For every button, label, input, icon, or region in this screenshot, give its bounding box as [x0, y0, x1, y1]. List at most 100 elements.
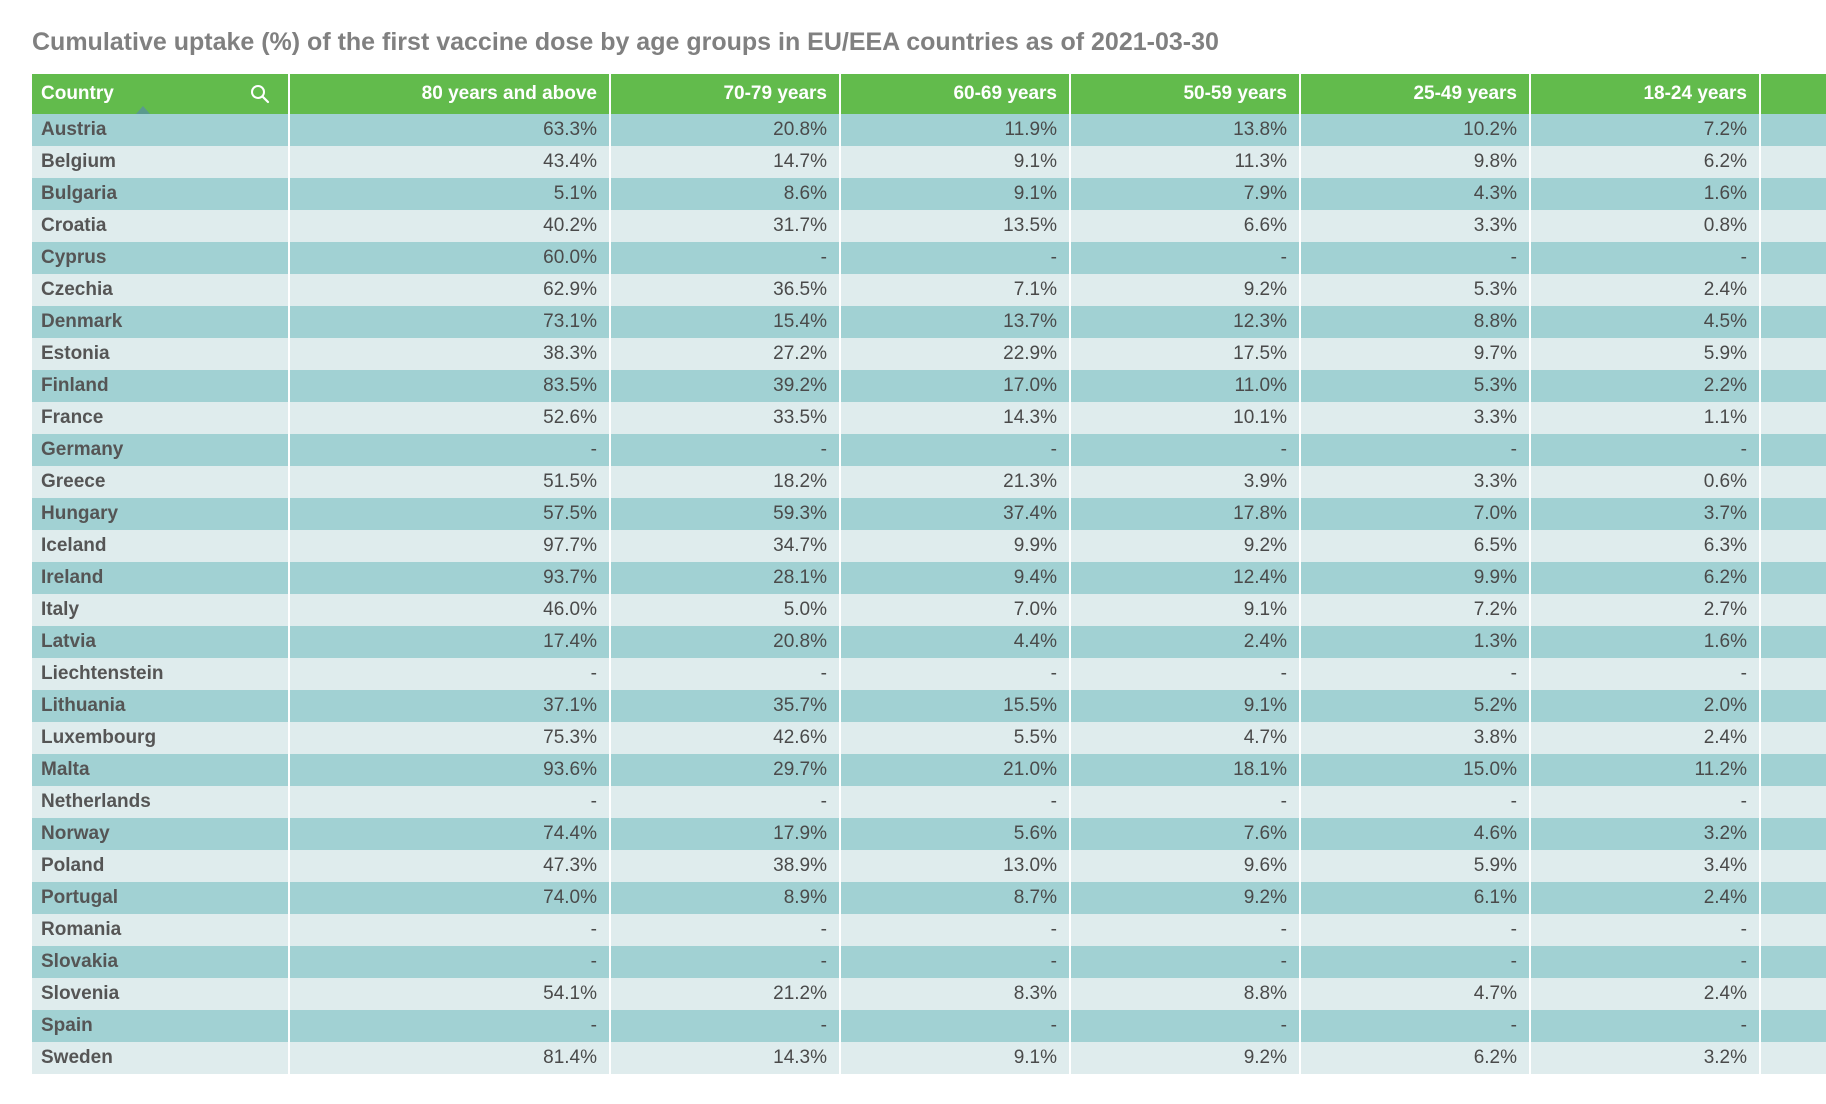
value-cell: 20.8%	[610, 114, 841, 146]
value-cell: 5.5%	[840, 722, 1071, 754]
value-cell: 7.6%	[1070, 818, 1301, 850]
value-cell: 13.5%	[840, 210, 1071, 242]
value-cell: 9.9%	[840, 530, 1071, 562]
column-header-25-49[interactable]: 25-49 years	[1300, 74, 1531, 114]
value-cell: 35.7%	[610, 690, 841, 722]
column-header-country[interactable]: Country	[32, 74, 290, 114]
value-cell: -	[1530, 946, 1761, 978]
value-cell: -	[289, 786, 611, 818]
value-cell: 4.4%	[840, 626, 1071, 658]
country-cell: Liechtenstein	[32, 658, 290, 690]
truncated-cell	[1760, 210, 1826, 242]
value-cell: 7.2%	[1300, 594, 1531, 626]
truncated-cell	[1760, 754, 1826, 786]
value-cell: 43.4%	[289, 146, 611, 178]
country-cell: Germany	[32, 434, 290, 466]
truncated-cell	[1760, 626, 1826, 658]
value-cell: 7.0%	[840, 594, 1071, 626]
data-table-container: Country 80 years and above 70-79 years 6…	[32, 74, 1826, 1074]
column-header-18-24[interactable]: 18-24 years	[1530, 74, 1761, 114]
value-cell: 11.0%	[1070, 370, 1301, 402]
value-cell: 8.9%	[610, 882, 841, 914]
column-header-50-59[interactable]: 50-59 years	[1070, 74, 1301, 114]
value-cell: 37.1%	[289, 690, 611, 722]
value-cell: 6.5%	[1300, 530, 1531, 562]
country-cell: Norway	[32, 818, 290, 850]
truncated-cell	[1760, 146, 1826, 178]
value-cell: 5.2%	[1300, 690, 1531, 722]
table-row: Estonia 38.3% 27.2% 22.9% 17.5% 9.7% 5.9%	[32, 338, 1826, 370]
table-row: Spain - - - - - -	[32, 1010, 1826, 1042]
column-header-truncated[interactable]	[1760, 74, 1826, 114]
value-cell: 13.8%	[1070, 114, 1301, 146]
value-cell: 37.4%	[840, 498, 1071, 530]
value-cell: 74.4%	[289, 818, 611, 850]
truncated-cell	[1760, 338, 1826, 370]
value-cell: 17.8%	[1070, 498, 1301, 530]
country-cell: Iceland	[32, 530, 290, 562]
column-header-80-plus[interactable]: 80 years and above	[289, 74, 611, 114]
column-header-60-69[interactable]: 60-69 years	[840, 74, 1071, 114]
value-cell: 9.8%	[1300, 146, 1531, 178]
country-cell: Estonia	[32, 338, 290, 370]
value-cell: 17.9%	[610, 818, 841, 850]
table-row: Slovenia 54.1% 21.2% 8.3% 8.8% 4.7% 2.4%	[32, 978, 1826, 1010]
country-cell: Belgium	[32, 146, 290, 178]
value-cell: 9.1%	[840, 146, 1071, 178]
value-cell: 7.9%	[1070, 178, 1301, 210]
value-cell: -	[1300, 242, 1531, 274]
truncated-cell	[1760, 562, 1826, 594]
value-cell: 14.3%	[610, 1042, 841, 1074]
value-cell: 1.6%	[1530, 626, 1761, 658]
header-row: Country 80 years and above 70-79 years 6…	[32, 74, 1826, 114]
country-cell: Bulgaria	[32, 178, 290, 210]
value-cell: 51.5%	[289, 466, 611, 498]
value-cell: 15.5%	[840, 690, 1071, 722]
table-row: Norway 74.4% 17.9% 5.6% 7.6% 4.6% 3.2%	[32, 818, 1826, 850]
value-cell: 17.0%	[840, 370, 1071, 402]
sort-ascending-icon[interactable]	[136, 106, 150, 114]
table-row: Lithuania 37.1% 35.7% 15.5% 9.1% 5.2% 2.0%	[32, 690, 1826, 722]
table-row: Netherlands - - - - - -	[32, 786, 1826, 818]
value-cell: 74.0%	[289, 882, 611, 914]
truncated-cell	[1760, 530, 1826, 562]
table-row: Finland 83.5% 39.2% 17.0% 11.0% 5.3% 2.2%	[32, 370, 1826, 402]
value-cell: -	[289, 434, 611, 466]
truncated-cell	[1760, 306, 1826, 338]
value-cell: -	[1530, 658, 1761, 690]
value-cell: -	[1070, 242, 1301, 274]
value-cell: 0.8%	[1530, 210, 1761, 242]
column-header-label: Country	[41, 83, 114, 104]
value-cell: 9.1%	[1070, 594, 1301, 626]
value-cell: 14.3%	[840, 402, 1071, 434]
value-cell: -	[840, 434, 1071, 466]
table-row: Hungary 57.5% 59.3% 37.4% 17.8% 7.0% 3.7%	[32, 498, 1826, 530]
column-header-70-79[interactable]: 70-79 years	[610, 74, 841, 114]
table-row: Luxembourg 75.3% 42.6% 5.5% 4.7% 3.8% 2.4%	[32, 722, 1826, 754]
value-cell: -	[1300, 914, 1531, 946]
country-cell: Netherlands	[32, 786, 290, 818]
value-cell: -	[840, 1010, 1071, 1042]
value-cell: 52.6%	[289, 402, 611, 434]
truncated-cell	[1760, 402, 1826, 434]
value-cell: 1.6%	[1530, 178, 1761, 210]
value-cell: 3.7%	[1530, 498, 1761, 530]
value-cell: 8.8%	[1300, 306, 1531, 338]
country-cell: Sweden	[32, 1042, 290, 1074]
truncated-cell	[1760, 1010, 1826, 1042]
value-cell: 27.2%	[610, 338, 841, 370]
value-cell: 46.0%	[289, 594, 611, 626]
value-cell: 4.7%	[1070, 722, 1301, 754]
value-cell: 11.9%	[840, 114, 1071, 146]
value-cell: 9.2%	[1070, 882, 1301, 914]
value-cell: -	[289, 914, 611, 946]
value-cell: 93.6%	[289, 754, 611, 786]
value-cell: -	[840, 658, 1071, 690]
truncated-cell	[1760, 978, 1826, 1010]
truncated-cell	[1760, 722, 1826, 754]
value-cell: 3.3%	[1300, 210, 1531, 242]
table-row: France 52.6% 33.5% 14.3% 10.1% 3.3% 1.1%	[32, 402, 1826, 434]
search-icon[interactable]	[250, 84, 270, 104]
value-cell: 4.5%	[1530, 306, 1761, 338]
value-cell: 4.6%	[1300, 818, 1531, 850]
